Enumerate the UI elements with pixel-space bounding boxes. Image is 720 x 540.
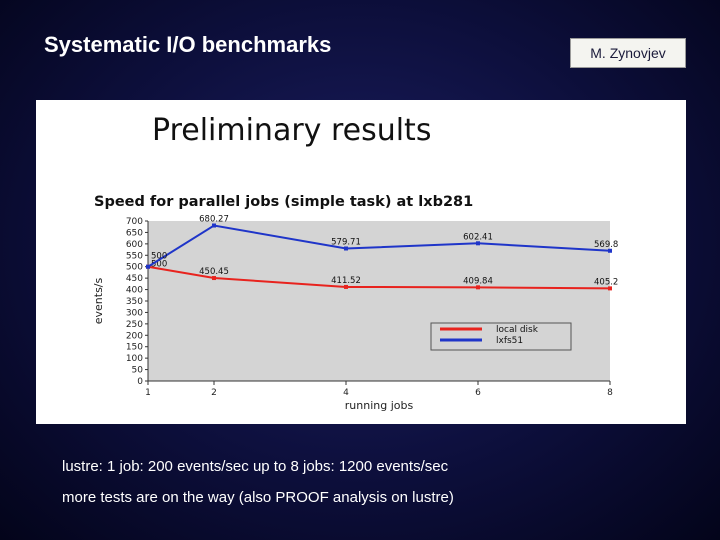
y-tick-label: 650 [126,228,143,238]
data-point [476,285,480,290]
x-tick-label: 4 [343,388,349,398]
data-point [212,223,216,228]
y-tick-label: 450 [126,274,143,284]
y-tick-label: 400 [126,286,143,296]
slide-title: Systematic I/O benchmarks [44,32,332,57]
chart-title: Speed for parallel jobs (simple task) at… [94,194,473,210]
plot-area [148,221,610,381]
axes: 0501001502002503003504004505005506006507… [126,217,613,398]
legend-label: lxfs51 [496,336,523,346]
figure-heading: Preliminary results [152,113,431,148]
results-figure: Preliminary results Speed for parallel j… [36,100,686,424]
data-label: 411.52 [331,276,361,286]
data-point [608,286,612,291]
y-tick-label: 0 [137,377,143,387]
data-point [476,241,480,246]
y-tick-label: 100 [126,354,143,364]
y-tick-label: 600 [126,240,143,250]
data-label: 500 [151,252,167,262]
y-tick-label: 150 [126,343,143,353]
y-tick-label: 250 [126,320,143,330]
data-label: 569.8 [594,240,618,250]
data-label: 409.84 [463,276,493,286]
x-tick-label: 6 [475,388,481,398]
legend-label: local disk [496,325,539,335]
data-point [146,264,150,269]
data-point [608,248,612,253]
y-tick-label: 500 [126,263,143,273]
data-point [344,246,348,251]
x-tick-label: 8 [607,388,613,398]
bullet-more-tests: more tests are on the way (also PROOF an… [62,489,454,506]
speed-chart: Preliminary results Speed for parallel j… [92,113,618,412]
data-label: 405.2 [594,277,618,287]
y-tick-label: 300 [126,308,143,318]
y-axis-label: events/s [92,277,105,324]
y-tick-label: 50 [132,366,144,376]
author-badge: M. Zynovjev [570,38,686,68]
y-tick-label: 700 [126,217,143,227]
data-label: 579.71 [331,237,361,247]
data-label: 602.41 [463,232,493,242]
data-point [212,276,216,281]
x-tick-label: 1 [145,388,151,398]
data-label: 500 [151,260,167,270]
data-label: 680.27 [199,215,229,225]
series-layer: 500 450.45 411.52 409.84 405.2 500 680.27 579.7… [146,215,618,291]
data-point [344,284,348,289]
x-axis-label: running jobs [345,399,414,412]
bullet-lustre: lustre: 1 job: 200 events/sec up to 8 jo… [62,458,449,475]
data-label: 450.45 [199,267,229,277]
y-tick-label: 200 [126,331,143,341]
y-tick-label: 550 [126,251,143,261]
x-tick-label: 2 [211,388,217,398]
y-tick-label: 350 [126,297,143,307]
